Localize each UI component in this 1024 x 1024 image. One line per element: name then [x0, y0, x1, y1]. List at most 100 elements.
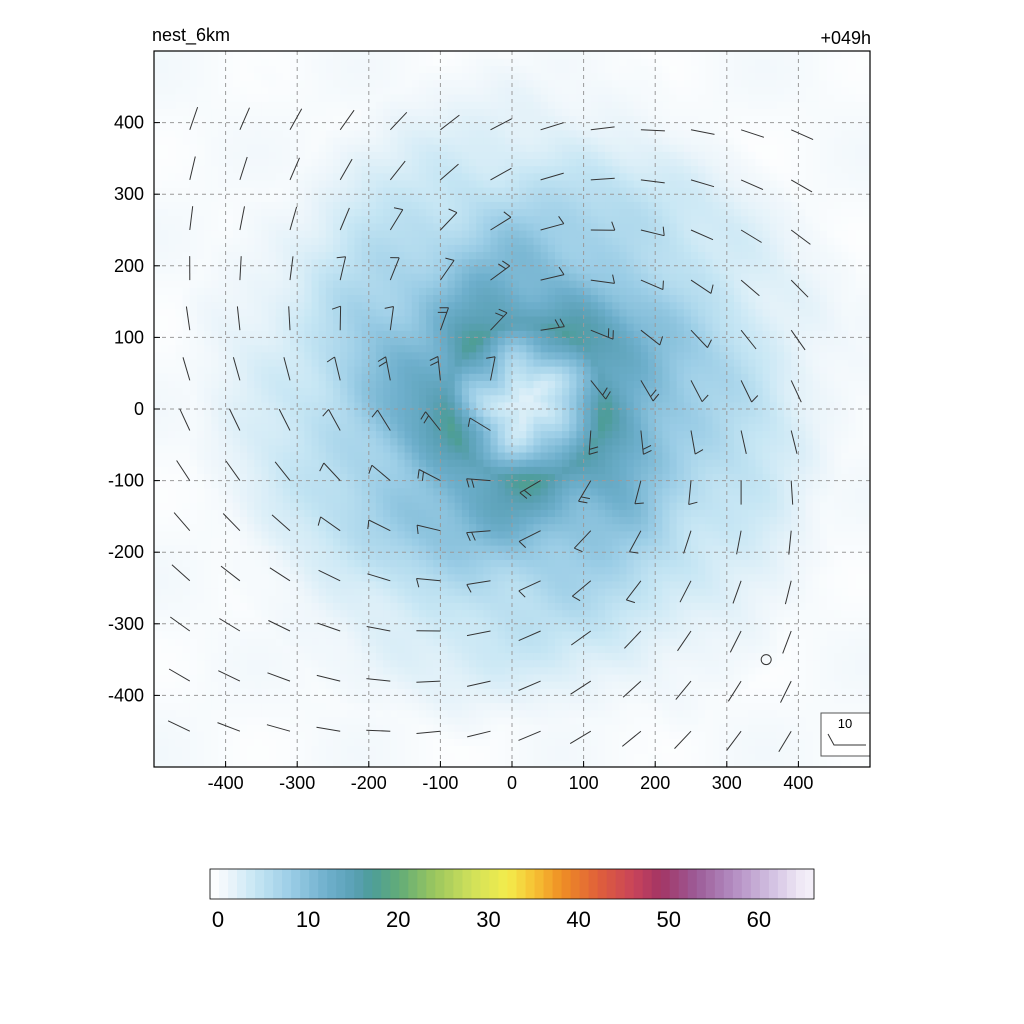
heatmap-cell [325, 588, 334, 596]
heatmap-cell [304, 179, 313, 188]
heatmap-cell [175, 595, 184, 603]
heatmap-cell [418, 136, 427, 145]
heatmap-cell [282, 695, 291, 704]
heatmap-cell [282, 666, 291, 675]
heatmap-cell [461, 237, 470, 245]
heatmap-cell [189, 459, 198, 467]
heatmap-cell [476, 366, 484, 374]
heatmap-cell [426, 759, 434, 767]
heatmap-cell [268, 208, 277, 217]
heatmap-cell [239, 459, 248, 467]
heatmap-cell [411, 165, 420, 174]
heatmap-cell [476, 609, 484, 618]
heatmap-cell [504, 337, 513, 346]
heatmap-cell [239, 108, 248, 117]
heatmap-cell [161, 337, 169, 346]
heatmap-cell [311, 215, 320, 224]
heatmap-cell [483, 366, 492, 374]
heatmap-cell [390, 108, 399, 117]
heatmap-cell [297, 638, 305, 646]
heatmap-cell [196, 101, 205, 109]
heatmap-cell [411, 580, 420, 589]
heatmap-cell [375, 652, 384, 661]
heatmap-cell [232, 129, 241, 138]
heatmap-cell [426, 330, 434, 338]
heatmap-cell [483, 258, 492, 267]
heatmap-cell [397, 487, 406, 496]
heatmap-cell [504, 451, 513, 460]
heatmap-cell [361, 494, 370, 503]
heatmap-cell [318, 58, 327, 66]
heatmap-cell [261, 459, 270, 467]
heatmap-cell [347, 609, 356, 618]
heatmap-cell [211, 115, 220, 124]
heatmap-cell [168, 366, 177, 374]
heatmap-cell [433, 738, 441, 747]
heatmap-cell [368, 638, 377, 646]
heatmap-cell [490, 738, 499, 747]
heatmap-cell [290, 222, 298, 231]
heatmap-cell [154, 580, 162, 589]
heatmap-cell [426, 745, 434, 754]
heatmap-cell [239, 716, 248, 725]
heatmap-cell [204, 716, 212, 725]
heatmap-cell [411, 716, 420, 725]
heatmap-cell [426, 187, 434, 195]
heatmap-cell [397, 380, 406, 389]
heatmap-cell [311, 323, 320, 331]
heatmap-cell [333, 595, 341, 603]
heatmap-cell [483, 487, 492, 496]
heatmap-cell [397, 451, 406, 460]
heatmap-cell [404, 559, 413, 568]
heatmap-cell [154, 666, 162, 675]
heatmap-cell [404, 545, 413, 553]
heatmap-cell [268, 308, 277, 317]
heatmap-cell [497, 466, 506, 475]
heatmap-cell [161, 451, 169, 460]
heatmap-cell [418, 351, 427, 360]
heatmap-cell [254, 129, 262, 138]
heatmap-cell [239, 702, 248, 711]
heatmap-cell [311, 494, 320, 503]
heatmap-cell [461, 502, 470, 510]
heatmap-cell [218, 194, 227, 202]
heatmap-cell [225, 702, 234, 711]
heatmap-cell [282, 702, 291, 711]
heatmap-cell [325, 251, 334, 260]
heatmap-cell [290, 516, 298, 525]
heatmap-cell [225, 380, 234, 389]
heatmap-cell [454, 72, 463, 81]
heatmap-cell [275, 444, 284, 453]
heatmap-cell [483, 609, 492, 618]
heatmap-cell [476, 652, 484, 661]
heatmap-cell [268, 194, 277, 202]
heatmap-cell [268, 287, 277, 296]
heatmap-cell [218, 566, 227, 575]
heatmap-cell [497, 366, 506, 374]
heatmap-cell [304, 681, 313, 689]
heatmap-cell [239, 51, 248, 59]
heatmap-cell [411, 115, 420, 124]
heatmap-cell [182, 659, 191, 668]
heatmap-cell [154, 93, 162, 102]
heatmap-cell [232, 179, 241, 188]
heatmap-cell [375, 201, 384, 210]
heatmap-cell [418, 394, 427, 403]
heatmap-cell [397, 716, 406, 725]
heatmap-cell [397, 602, 406, 611]
heatmap-cell [318, 623, 327, 632]
heatmap-cell [247, 516, 255, 525]
heatmap-cell [225, 409, 234, 417]
heatmap-cell [504, 630, 513, 639]
heatmap-cell [347, 588, 356, 596]
heatmap-cell [383, 466, 391, 475]
heatmap-cell [311, 86, 320, 95]
heatmap-cell [397, 709, 406, 718]
heatmap-cell [168, 487, 177, 496]
heatmap-cell [304, 380, 313, 389]
heatmap-cell [454, 165, 463, 174]
heatmap-cell [469, 466, 477, 475]
heatmap-cell [239, 709, 248, 718]
heatmap-cell [354, 609, 363, 618]
heatmap-cell [461, 258, 470, 267]
